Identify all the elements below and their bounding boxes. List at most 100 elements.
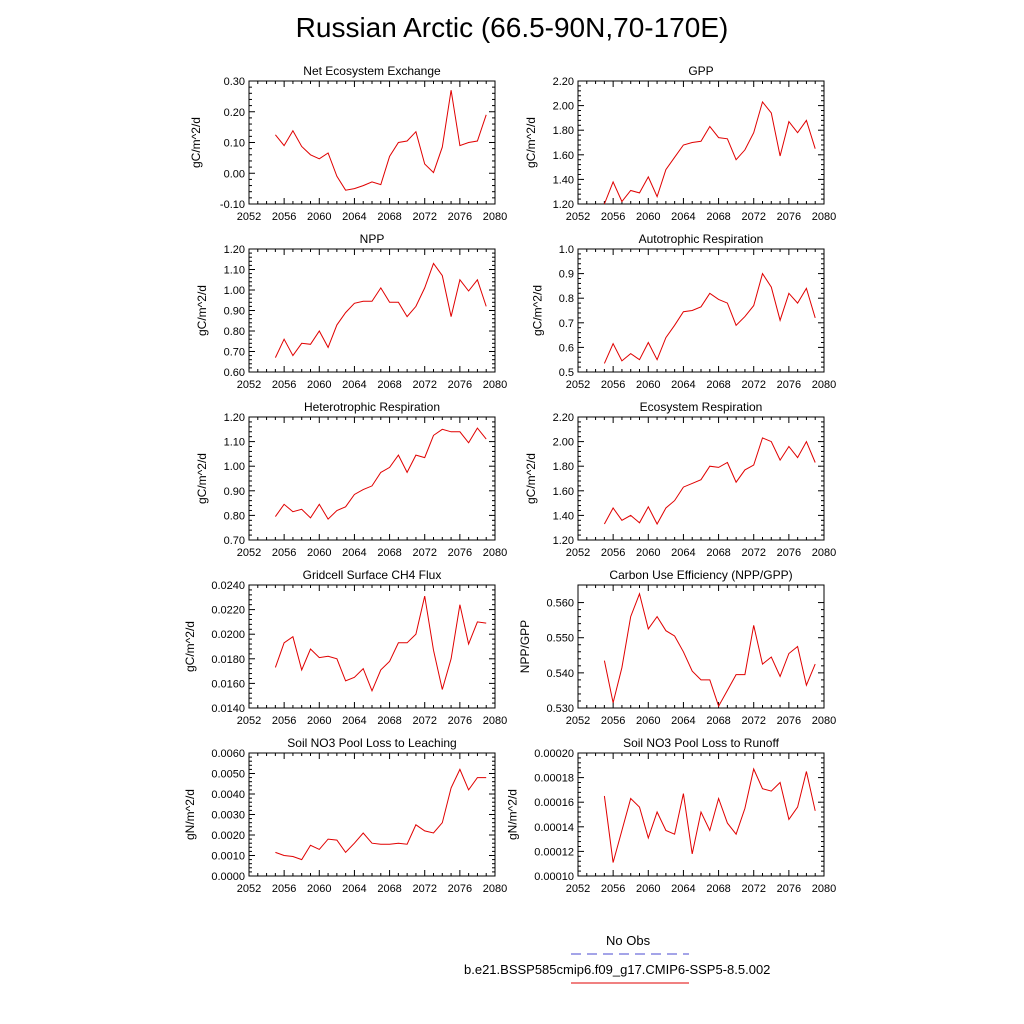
y-tick-label: 0.70: [224, 347, 245, 359]
y-tick-label: 1.60: [553, 150, 574, 162]
x-tick-label: 2064: [342, 883, 366, 895]
x-tick-label: 2076: [777, 883, 801, 895]
x-tick-label: 2072: [741, 715, 765, 727]
x-tick-label: 2064: [671, 883, 695, 895]
y-tick-label: 0.0030: [211, 810, 245, 822]
y-tick-label: 1.20: [553, 199, 574, 211]
y-tick-label: 0.0140: [211, 703, 245, 715]
y-tick-label: 0.30: [224, 76, 245, 88]
plot-frame: [577, 248, 825, 373]
x-tick-label: 2056: [272, 883, 296, 895]
x-tick-label: 2068: [706, 379, 730, 391]
x-tick-label: 2080: [812, 547, 836, 559]
y-axis-label: gC/m^2/d: [530, 285, 544, 336]
x-tick-label: 2080: [483, 883, 507, 895]
series-line: [274, 595, 487, 693]
y-tick-label: 0.540: [546, 668, 574, 680]
x-tick-label: 2076: [777, 715, 801, 727]
panel-title: Autotrophic Respiration: [639, 232, 764, 246]
x-tick-label: 2052: [566, 379, 590, 391]
x-tick-label: 2072: [412, 883, 436, 895]
y-tick-label: 0.00020: [534, 748, 574, 760]
x-tick-label: 2068: [377, 715, 401, 727]
panel-title: Net Ecosystem Exchange: [303, 64, 441, 78]
y-tick-label: 0.90: [224, 486, 245, 498]
y-tick-label: 0.5: [559, 367, 574, 379]
x-tick-label: 2060: [636, 547, 660, 559]
y-tick-label: 0.0220: [211, 605, 245, 617]
y-tick-label: 0.00014: [534, 822, 574, 834]
y-tick-label: 0.00016: [534, 797, 574, 809]
y-tick-label: 0.0010: [211, 851, 245, 863]
x-tick-label: 2076: [777, 211, 801, 223]
panel-title: Soil NO3 Pool Loss to Runoff: [623, 736, 780, 750]
x-tick-label: 2056: [601, 715, 625, 727]
x-tick-label: 2068: [706, 211, 730, 223]
x-tick-label: 2064: [342, 211, 366, 223]
x-tick-label: 2068: [706, 547, 730, 559]
y-tick-label: 0.6: [559, 342, 574, 354]
figure-title: Russian Arctic (66.5-90N,70-170E): [295, 12, 729, 43]
series-line: [274, 427, 487, 520]
x-tick-label: 2052: [566, 547, 590, 559]
y-axis-label: gC/m^2/d: [195, 453, 209, 504]
y-axis-label: gN/m^2/d: [183, 789, 197, 840]
plot-frame: [248, 248, 496, 373]
y-tick-label: 0.530: [546, 703, 574, 715]
y-tick-label: 0.10: [224, 138, 245, 150]
y-tick-label: 0.80: [224, 510, 245, 522]
x-tick-label: 2060: [307, 547, 331, 559]
y-tick-label: 0.0160: [211, 678, 245, 690]
y-axis-label: gC/m^2/d: [195, 285, 209, 336]
y-tick-label: 0.00010: [534, 871, 574, 883]
x-tick-label: 2068: [377, 883, 401, 895]
x-tick-label: 2076: [777, 379, 801, 391]
x-tick-label: 2068: [377, 211, 401, 223]
x-tick-label: 2052: [566, 211, 590, 223]
x-tick-label: 2052: [566, 715, 590, 727]
y-tick-label: 0.00012: [534, 846, 574, 858]
x-tick-label: 2064: [342, 715, 366, 727]
y-tick-label: 0.60: [224, 367, 245, 379]
x-tick-label: 2080: [812, 715, 836, 727]
x-tick-label: 2060: [636, 715, 660, 727]
y-tick-label: 0.550: [546, 633, 574, 645]
y-tick-label: 1.80: [553, 125, 574, 137]
series-line: [274, 262, 487, 358]
plot-frame: [248, 752, 496, 877]
y-tick-label: 0.0020: [211, 830, 245, 842]
y-axis-label: NPP/GPP: [518, 620, 532, 673]
x-tick-label: 2056: [601, 379, 625, 391]
x-tick-label: 2052: [237, 883, 261, 895]
x-tick-label: 2072: [741, 547, 765, 559]
x-tick-label: 2068: [706, 883, 730, 895]
x-tick-label: 2064: [671, 211, 695, 223]
y-tick-label: 0.9: [559, 269, 574, 281]
x-tick-label: 2080: [483, 379, 507, 391]
x-tick-label: 2056: [272, 379, 296, 391]
x-tick-label: 2076: [448, 883, 472, 895]
y-tick-label: 0.0050: [211, 769, 245, 781]
x-tick-label: 2076: [448, 379, 472, 391]
x-tick-label: 2056: [272, 715, 296, 727]
x-tick-label: 2056: [601, 211, 625, 223]
x-tick-label: 2060: [636, 883, 660, 895]
x-tick-label: 2076: [777, 547, 801, 559]
x-tick-label: 2060: [307, 715, 331, 727]
y-tick-label: 0.0240: [211, 580, 245, 592]
panel-title: Carbon Use Efficiency (NPP/GPP): [609, 568, 792, 582]
y-tick-label: 1.20: [224, 244, 245, 256]
x-tick-label: 2052: [237, 379, 261, 391]
x-tick-label: 2056: [272, 547, 296, 559]
x-tick-label: 2080: [483, 211, 507, 223]
y-tick-label: 1.40: [553, 174, 574, 186]
x-tick-label: 2064: [671, 715, 695, 727]
panel-title: NPP: [360, 232, 385, 246]
x-tick-label: 2068: [377, 547, 401, 559]
x-tick-label: 2056: [272, 211, 296, 223]
x-tick-label: 2056: [601, 883, 625, 895]
y-tick-label: 0.80: [224, 326, 245, 338]
y-tick-label: 0.00: [224, 168, 245, 180]
x-tick-label: 2076: [448, 547, 472, 559]
